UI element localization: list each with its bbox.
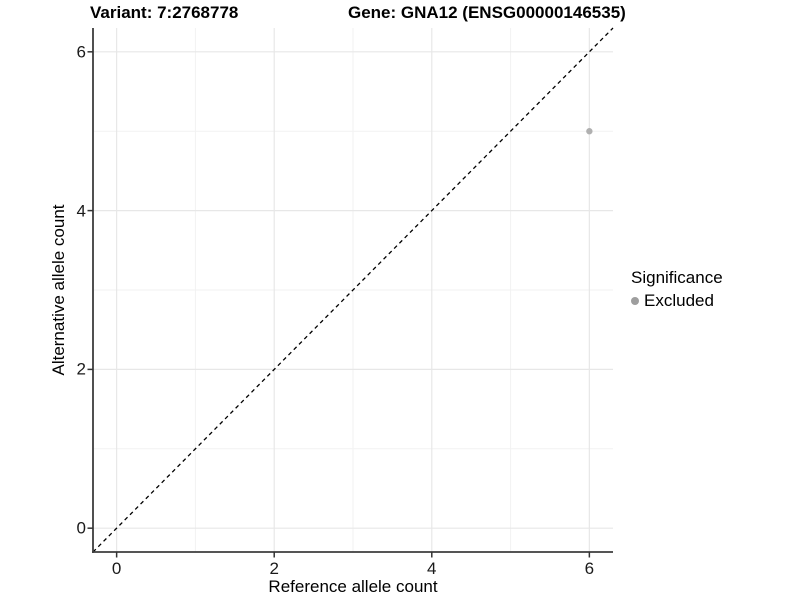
legend-item-excluded: Excluded	[631, 291, 723, 311]
plot-panel	[87, 27, 614, 558]
x-tick-label: 2	[269, 559, 279, 578]
x-tick-label: 6	[584, 559, 595, 578]
y-tick-label: 2	[76, 359, 86, 379]
legend-title: Significance	[631, 268, 723, 287]
variant-title: Variant: 7:2768778	[90, 3, 239, 22]
data-point	[586, 128, 593, 135]
identity-dashed-line	[92, 27, 614, 553]
legend-point-icon	[631, 297, 639, 305]
x-tick-label: 0	[111, 559, 122, 578]
y-tick-label: 4	[76, 201, 86, 221]
gene-title: Gene: GNA12 (ENSG00000146535)	[348, 3, 626, 22]
legend: Significance Excluded	[631, 268, 723, 311]
x-tick-label: 4	[427, 559, 437, 578]
legend-item-label: Excluded	[644, 291, 714, 310]
x-axis-title: Reference allele count	[268, 577, 438, 596]
y-axis-title: Alternative allele count	[49, 204, 68, 376]
y-tick-label: 6	[76, 42, 86, 62]
y-tick-label: 0	[76, 518, 86, 538]
